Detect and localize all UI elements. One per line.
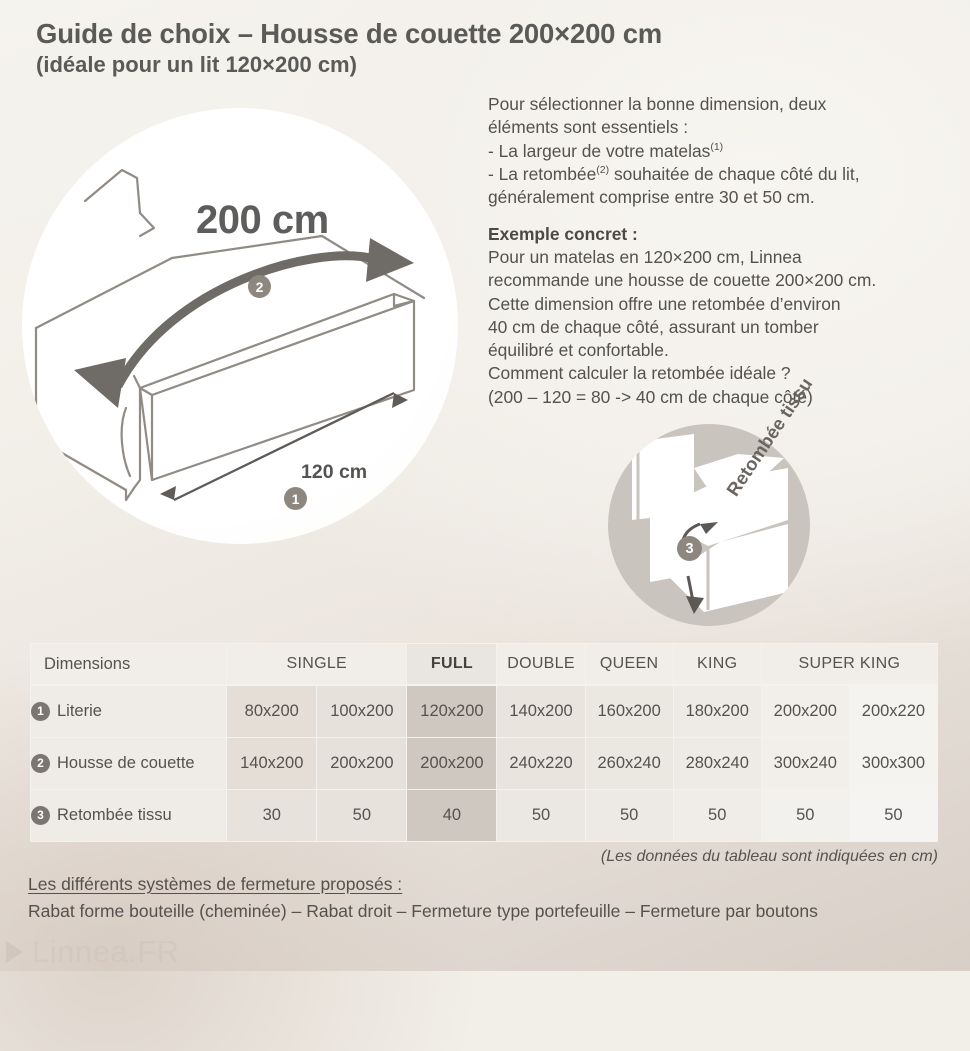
bed-illustration-circle	[22, 108, 458, 544]
row-label-text: Retombée tissu	[57, 805, 172, 824]
table-header: Dimensions SINGLE FULL DOUBLE QUEEN KING…	[29, 643, 939, 686]
cell-literie-double: 140x200	[496, 684, 586, 738]
cell-retombee-superking-1: 50	[760, 788, 850, 842]
size-table: Dimensions SINGLE FULL DOUBLE QUEEN KING…	[29, 643, 939, 842]
example-line-1: Pour un matelas en 120×200 cm, Linnea	[488, 246, 802, 267]
cell-retombee-single-80: 30	[226, 788, 318, 842]
bullet-retombee-line-2: généralement comprise entre 30 et 50 cm.	[488, 187, 815, 208]
cell-literie-king: 180x200	[672, 684, 762, 738]
cell-housse-superking-2: 300x300	[848, 736, 939, 790]
intro-line-2: éléments sont essentiels :	[488, 117, 689, 138]
row-label-inner: 2 Housse de couette	[31, 753, 226, 773]
row-label-text: Housse de couette	[57, 753, 195, 772]
row-label-literie: 1 Literie	[29, 684, 228, 738]
example-block: Exemple concret : Pour un matelas en 120…	[488, 223, 940, 410]
footnote-ref-2: (2)	[596, 164, 610, 177]
cell-housse-superking-1: 300x240	[760, 736, 850, 790]
callout-badge-2: 2	[248, 275, 271, 298]
footnote-ref-1: (1)	[710, 140, 724, 153]
bullet-matelas: - La largeur de votre matelas(1)	[488, 140, 940, 163]
intro-line-1: Pour sélectionner la bonne dimension, de…	[488, 94, 827, 114]
example-question: Comment calculer la retombée idéale ?	[488, 363, 791, 384]
example-heading: Exemple concret :	[488, 223, 940, 246]
play-triangle-icon	[6, 941, 23, 963]
callout-badge-1: 1	[284, 487, 307, 510]
cell-housse-king: 280x240	[672, 736, 762, 790]
closures-section: Les différents systèmes de fermeture pro…	[28, 874, 948, 922]
table-row: 2 Housse de couette 140x200 200x200 200x…	[29, 736, 939, 790]
header: Guide de choix – Housse de couette 200×2…	[36, 18, 776, 79]
example-line-4: 40 cm de chaque côté, assurant un tomber	[488, 316, 819, 337]
width-label: 120 cm	[301, 461, 368, 483]
example-line-5: équilibré et confortable.	[488, 340, 669, 361]
closures-list: Rabat forme bouteille (cheminée) – Rabat…	[28, 901, 818, 921]
cell-literie-queen: 160x200	[584, 684, 674, 738]
table-body: 1 Literie 80x200 100x200 120x200 140x200…	[29, 684, 939, 842]
cell-housse-full: 200x200	[406, 736, 498, 790]
table-row: 1 Literie 80x200 100x200 120x200 140x200…	[29, 684, 939, 738]
table-header-double: DOUBLE	[496, 643, 586, 686]
row-label-inner: 3 Retombée tissu	[31, 805, 226, 825]
watermark: Linnea.FR	[6, 934, 180, 970]
example-heading-text: Exemple concret :	[488, 223, 638, 244]
table-units-note: (Les données du tableau sont indiquées e…	[600, 848, 938, 865]
cell-housse-single-100: 200x200	[316, 736, 408, 790]
drop-arrow-head-up	[700, 522, 718, 534]
cell-literie-superking-1: 200x200	[760, 684, 850, 738]
length-label: 200 cm	[196, 198, 329, 242]
closures-title: Les différents systèmes de fermeture pro…	[28, 874, 403, 894]
table-header-full: FULL	[406, 643, 498, 686]
page-subtitle: (idéale pour un lit 120×200 cm)	[36, 52, 357, 78]
cell-retombee-king: 50	[672, 788, 762, 842]
table-header-king: KING	[672, 643, 762, 686]
cell-retombee-full: 40	[406, 788, 498, 842]
row-label-text: Literie	[57, 701, 102, 720]
cell-literie-superking-2: 200x220	[848, 684, 939, 738]
bullet-matelas-text: - La largeur de votre matelas	[488, 140, 711, 161]
example-line-2: recommande une housse de couette 200×200…	[488, 270, 877, 291]
table-header-row: Dimensions SINGLE FULL DOUBLE QUEEN KING…	[29, 643, 939, 686]
cell-retombee-superking-2: 50	[848, 788, 939, 842]
drop-detail-svg	[608, 424, 810, 626]
width-dimension-arrow	[160, 391, 408, 502]
size-table-wrapper: Dimensions SINGLE FULL DOUBLE QUEEN KING…	[29, 643, 939, 842]
cell-housse-double: 240x220	[496, 736, 586, 790]
cell-literie-single-100: 100x200	[316, 684, 408, 738]
example-line-3: Cette dimension offre une retombée d’env…	[488, 293, 841, 314]
row-badge-1: 1	[31, 701, 50, 721]
cell-retombee-single-100: 50	[316, 788, 408, 842]
cell-literie-full: 120x200	[406, 684, 498, 738]
table-header-dimensions: Dimensions	[29, 643, 228, 686]
length-dimension-arrow	[74, 238, 414, 408]
table-row: 3 Retombée tissu 30 50 40 50 50 50 50 50	[29, 788, 939, 842]
table-header-super-king: SUPER KING	[760, 643, 939, 686]
table-header-single: SINGLE	[226, 643, 408, 686]
watermark-text: Linnea.FR	[32, 934, 180, 969]
row-label-inner: 1 Literie	[31, 701, 226, 721]
cell-housse-single-80: 140x200	[226, 736, 318, 790]
example-calculation: (200 – 120 = 80 -> 40 cm de chaque côté)	[488, 386, 813, 407]
cell-retombee-double: 50	[496, 788, 586, 842]
callout-badge-3: 3	[677, 536, 702, 561]
bullet-retombee-text-a: - La retombée	[488, 163, 597, 184]
row-label-retombee: 3 Retombée tissu	[29, 788, 228, 842]
page-title: Guide de choix – Housse de couette 200×2…	[36, 18, 663, 49]
explanatory-copy: Pour sélectionner la bonne dimension, de…	[488, 93, 940, 409]
drop-arrow-head-down	[686, 596, 704, 614]
cell-retombee-queen: 50	[584, 788, 674, 842]
cell-housse-queen: 260x240	[584, 736, 674, 790]
bullet-retombee: - La retombée(2) souhaitée de chaque côt…	[488, 163, 940, 186]
row-badge-2: 2	[31, 753, 50, 773]
bullet-retombee-text-b: souhaitée de chaque côté du lit,	[609, 163, 860, 184]
cell-literie-single-80: 80x200	[226, 684, 318, 738]
bed-illustration-svg	[34, 168, 426, 502]
table-header-queen: QUEEN	[584, 643, 674, 686]
row-label-housse: 2 Housse de couette	[29, 736, 228, 790]
row-badge-3: 3	[31, 805, 50, 825]
drop-detail-circle	[608, 424, 810, 626]
